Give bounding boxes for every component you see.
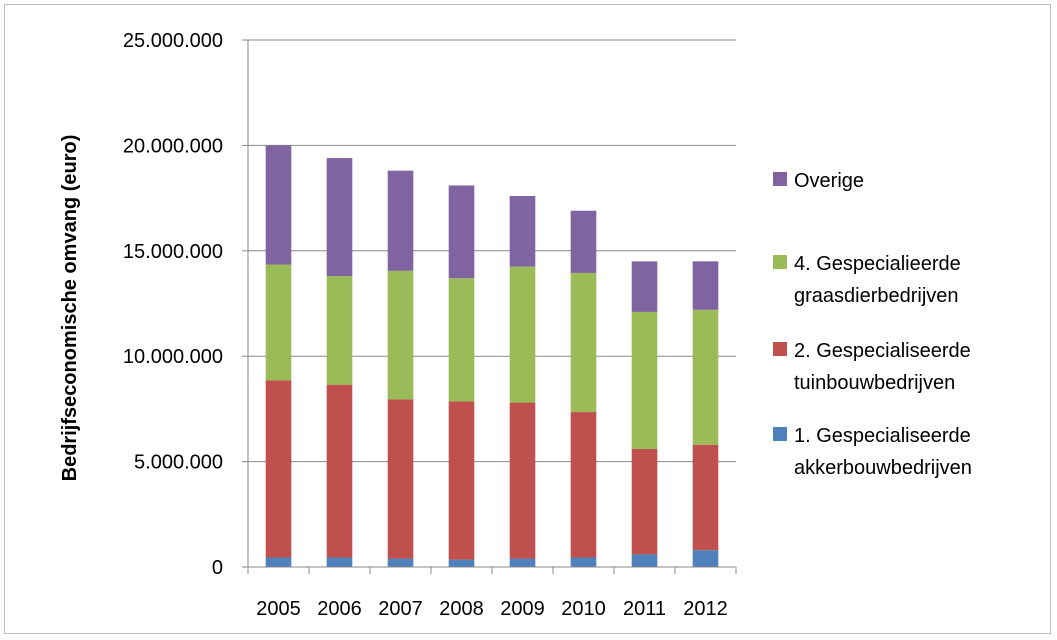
bar-segment	[692, 261, 719, 310]
bar-segment	[570, 412, 597, 558]
bar-segment	[509, 195, 536, 267]
bar-segment	[326, 158, 353, 277]
bar-segment	[509, 266, 536, 403]
x-tick-label: 2012	[683, 598, 728, 620]
x-tick-label: 2009	[500, 598, 545, 620]
x-tick-label: 2005	[256, 598, 301, 620]
bar-segment	[387, 558, 414, 567]
legend-label: 1. Gespecialiseerde	[794, 425, 971, 447]
x-tick-label: 2006	[317, 598, 362, 620]
bar-segment	[387, 270, 414, 400]
legend-label: Overige	[794, 170, 864, 192]
y-tick-label: 10.000.000	[123, 346, 223, 368]
y-tick-label: 5.000.000	[134, 452, 223, 474]
legend-label: 4. Gespecialieerde	[794, 253, 961, 275]
legend-swatch	[773, 255, 787, 269]
y-tick-label: 15.000.000	[123, 241, 223, 263]
legend-label: akkerbouwbedrijven	[794, 457, 972, 479]
bar-segment	[631, 448, 658, 555]
bar-segment	[631, 311, 658, 449]
bar-segment	[448, 559, 475, 567]
bar-segment	[692, 550, 719, 567]
x-tick-label: 2010	[561, 598, 606, 620]
bar-segment	[692, 444, 719, 551]
y-tick-labels: 0 5.000.000 10.000.000 15.000.000 20.000.000…	[123, 30, 223, 579]
bar-segment	[326, 276, 353, 385]
legend-label: 2. Gespecialiseerde	[794, 340, 971, 362]
x-tick-label: 2008	[439, 598, 484, 620]
y-axis-label: Bedrijfseconomische omvang (euro)	[59, 135, 81, 482]
bar-segment	[570, 557, 597, 567]
bar-segment	[631, 261, 658, 312]
legend-swatch	[773, 427, 787, 441]
bar-segment	[448, 278, 475, 402]
x-tick-label: 2007	[378, 598, 423, 620]
legend-swatch	[773, 172, 787, 186]
axes	[247, 40, 737, 574]
bar-segment	[631, 554, 658, 567]
legend-swatch	[773, 342, 787, 356]
bar-segment	[509, 402, 536, 559]
bar-segment	[326, 384, 353, 558]
gridlines	[242, 39, 736, 568]
legend-label: tuinbouwbedrijven	[794, 372, 955, 394]
y-tick-label: 25.000.000	[123, 30, 223, 52]
legend: Overige 4. Gespecialieerde graasdierbedrij…	[773, 170, 972, 479]
bars	[265, 145, 719, 567]
bar-segment	[570, 272, 597, 413]
y-tick-label: 0	[212, 557, 223, 579]
y-tick-label: 20.000.000	[123, 135, 223, 157]
bar-segment	[448, 401, 475, 560]
bar-segment	[265, 380, 292, 558]
bar-segment	[509, 558, 536, 567]
bar-segment	[326, 557, 353, 567]
bar-segment	[448, 185, 475, 279]
legend-label: graasdierbedrijven	[794, 285, 959, 307]
bar-segment	[387, 170, 414, 271]
bar-segment	[387, 399, 414, 559]
x-tick-labels: 2005 2006 2007 2008 2009 2010 2011 2012	[256, 598, 728, 620]
bar-segment	[265, 264, 292, 381]
bar-segment	[265, 557, 292, 567]
bar-segment	[570, 210, 597, 273]
x-tick-label: 2011	[623, 598, 666, 620]
bar-segment	[265, 145, 292, 265]
bar-segment	[692, 309, 719, 445]
